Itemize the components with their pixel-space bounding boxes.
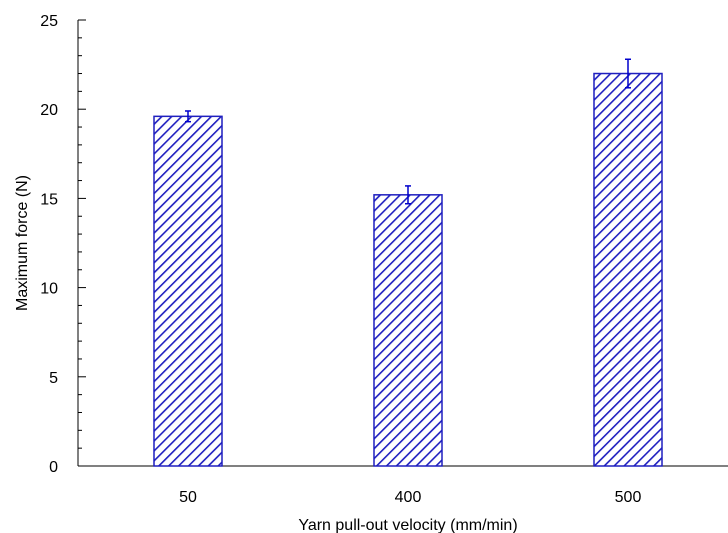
y-axis-ticks: 0 5 10 15 20 25: [40, 13, 86, 476]
y-tick-label: 5: [49, 370, 58, 387]
y-axis-title: Maximum force (N): [14, 175, 31, 311]
error-bars: [185, 58, 631, 205]
x-axis-tick-labels: 50 400 500: [179, 489, 641, 506]
x-axis-title: Yarn pull-out velocity (mm/min): [298, 517, 517, 533]
x-tick-label: 400: [395, 489, 422, 506]
y-tick-label: 20: [40, 102, 58, 119]
plot-area: 0 5 10 15 20 25 50 400 500: [40, 13, 728, 506]
y-tick-label: 25: [40, 13, 58, 30]
y-tick-label: 10: [40, 281, 58, 298]
x-tick-label: 500: [615, 489, 642, 506]
y-tick-label: 0: [49, 459, 58, 476]
bars: [153, 72, 663, 467]
bar-400: [373, 194, 443, 467]
bar-500: [593, 72, 663, 467]
x-tick-label: 50: [179, 489, 197, 506]
bar-50: [153, 115, 223, 467]
y-tick-label: 15: [40, 191, 58, 208]
